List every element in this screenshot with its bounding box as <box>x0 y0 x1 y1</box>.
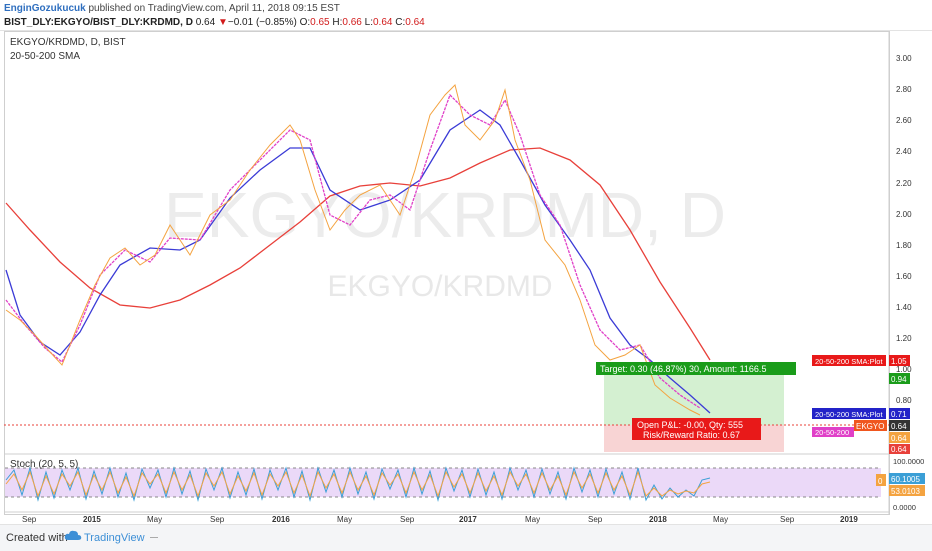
stoch-d-line <box>5 470 711 498</box>
time-tick: 2018 <box>649 515 667 524</box>
sma50-tag <box>812 408 886 419</box>
stop-value-tag <box>889 444 910 454</box>
sma200-tag-value: 1.05 <box>891 357 907 366</box>
price-tick: 2.00 <box>896 210 912 219</box>
price-tick: 3.00 <box>896 54 912 63</box>
ohlc-line: BIST_DLY:EKGYO/BIST_DLY:KRDMD, D 0.64 ▼−… <box>4 17 425 28</box>
low-value: 0.64 <box>372 17 393 28</box>
watermark-big: EKGYO/KRDMD, D <box>164 179 726 251</box>
pnl-label-box[interactable] <box>632 418 761 440</box>
created-with-label: Created with <box>6 532 68 544</box>
time-tick: Sep <box>22 515 37 524</box>
high-label: H: <box>332 17 343 28</box>
publish-line: EnginGozukucuk published on TradingView.… <box>4 3 340 14</box>
sma20-tag-name: 20-50-200 <box>815 428 849 437</box>
last-price: 0.64 <box>195 17 216 28</box>
stoch-d-value: 53.0103 <box>891 487 920 496</box>
close-value: 0.64 <box>405 17 425 28</box>
price-tick: 0.80 <box>896 396 912 405</box>
price-tick: 1.40 <box>896 303 912 312</box>
open-value: 0.65 <box>310 17 330 28</box>
target-value-tag <box>889 373 910 384</box>
stoch-k-value: 60.1005 <box>891 475 920 484</box>
rr-label: Risk/Reward Ratio: 0.67 <box>643 430 740 440</box>
time-tick: Sep <box>210 515 225 524</box>
sma200-value-tag <box>889 355 910 366</box>
time-tick: 2016 <box>272 515 290 524</box>
down-arrow-icon: ▼ <box>217 17 228 28</box>
sma50-tag-name: 20-50-200 SMA:Plot <box>815 410 883 419</box>
target-label-box[interactable] <box>596 362 796 375</box>
symbol-tag-text: EKGYO <box>856 422 884 431</box>
price-tick: 1.80 <box>896 241 912 250</box>
entry-tag-value: 0.64 <box>891 434 907 443</box>
stoch-tick: 0.0000 <box>893 503 916 512</box>
tradingview-cloud-icon <box>64 530 82 540</box>
time-tick: May <box>713 515 728 524</box>
sma200-line <box>5 147 711 361</box>
stoch-marker <box>876 474 886 486</box>
price-tick: 2.40 <box>896 147 912 156</box>
publish-header: EnginGozukucuk published on TradingView.… <box>0 0 932 31</box>
time-tick: May <box>337 515 352 524</box>
stoch-tick: 100.0000 <box>893 457 924 466</box>
price-value-tag <box>889 420 910 431</box>
target-tag-value: 0.94 <box>891 375 907 384</box>
footer-divider <box>150 537 158 538</box>
sma50-tag-value: 0.71 <box>891 410 907 419</box>
pnl-label: Open P&L: -0.00, Qty: 555 <box>637 420 743 430</box>
sma50-value-tag <box>889 408 910 419</box>
target-label: Target: 0.30 (46.87%) 30, Amount: 1166.5 <box>600 364 766 374</box>
tradingview-link[interactable]: TradingView <box>84 532 145 544</box>
author-link[interactable]: EnginGozukucuk <box>4 3 86 14</box>
price-tick: 2.60 <box>896 116 912 125</box>
sma20-tag <box>812 427 854 437</box>
entry-value-tag <box>889 432 910 443</box>
sma50-line <box>5 109 711 414</box>
stop-tag-value: 0.64 <box>891 445 907 454</box>
price-tick: 1.20 <box>896 334 912 343</box>
time-tick: 2019 <box>840 515 858 524</box>
published-info: published on TradingView.com, April 11, … <box>88 3 340 14</box>
sma200-tag <box>812 355 886 366</box>
footer-bar: Created with TradingView <box>0 524 932 551</box>
stoch-k-line <box>5 466 711 502</box>
low-label: L: <box>364 17 373 28</box>
price-tick: 2.80 <box>896 85 912 94</box>
time-tick: May <box>525 515 540 524</box>
price-tick: 2.20 <box>896 179 912 188</box>
symbol-tag <box>854 420 887 431</box>
stoch-k-tag <box>889 473 925 484</box>
time-tick: 2017 <box>459 515 477 524</box>
price-tag-value: 0.64 <box>891 422 907 431</box>
symbol-legend[interactable]: EKGYO/KRDMD, D, BIST <box>10 37 126 48</box>
sma200-tag-name: 20-50-200 SMA:Plot <box>815 357 883 366</box>
price-series <box>5 84 701 416</box>
time-tick: Sep <box>780 515 795 524</box>
price-tick: 1.00 <box>896 365 912 374</box>
time-axis: Sep 2015 May Sep 2016 May Sep 2017 May S… <box>22 515 858 524</box>
time-tick: 2015 <box>83 515 101 524</box>
sma20-line <box>5 93 701 409</box>
time-tick: Sep <box>400 515 415 524</box>
close-label: C: <box>395 17 406 28</box>
price-axis: 3.00 2.80 2.60 2.40 2.20 2.00 1.80 1.60 … <box>896 54 912 405</box>
time-tick: Sep <box>588 515 603 524</box>
stoch-marker-text: 0 <box>878 477 883 486</box>
stoch-legend[interactable]: Stoch (20, 5, 5) <box>10 459 79 470</box>
symbol-full: BIST_DLY:EKGYO/BIST_DLY:KRDMD, D <box>4 17 193 28</box>
stoch-d-tag <box>889 485 925 496</box>
indicator-legend[interactable]: 20-50-200 SMA <box>10 51 81 62</box>
price-change: −0.01 (−0.85%) <box>227 17 297 28</box>
time-tick: May <box>147 515 162 524</box>
watermark-small: EKGYO/KRDMD <box>327 270 552 303</box>
open-label: O: <box>299 17 311 28</box>
high-value: 0.66 <box>342 17 362 28</box>
price-tick: 1.60 <box>896 272 912 281</box>
